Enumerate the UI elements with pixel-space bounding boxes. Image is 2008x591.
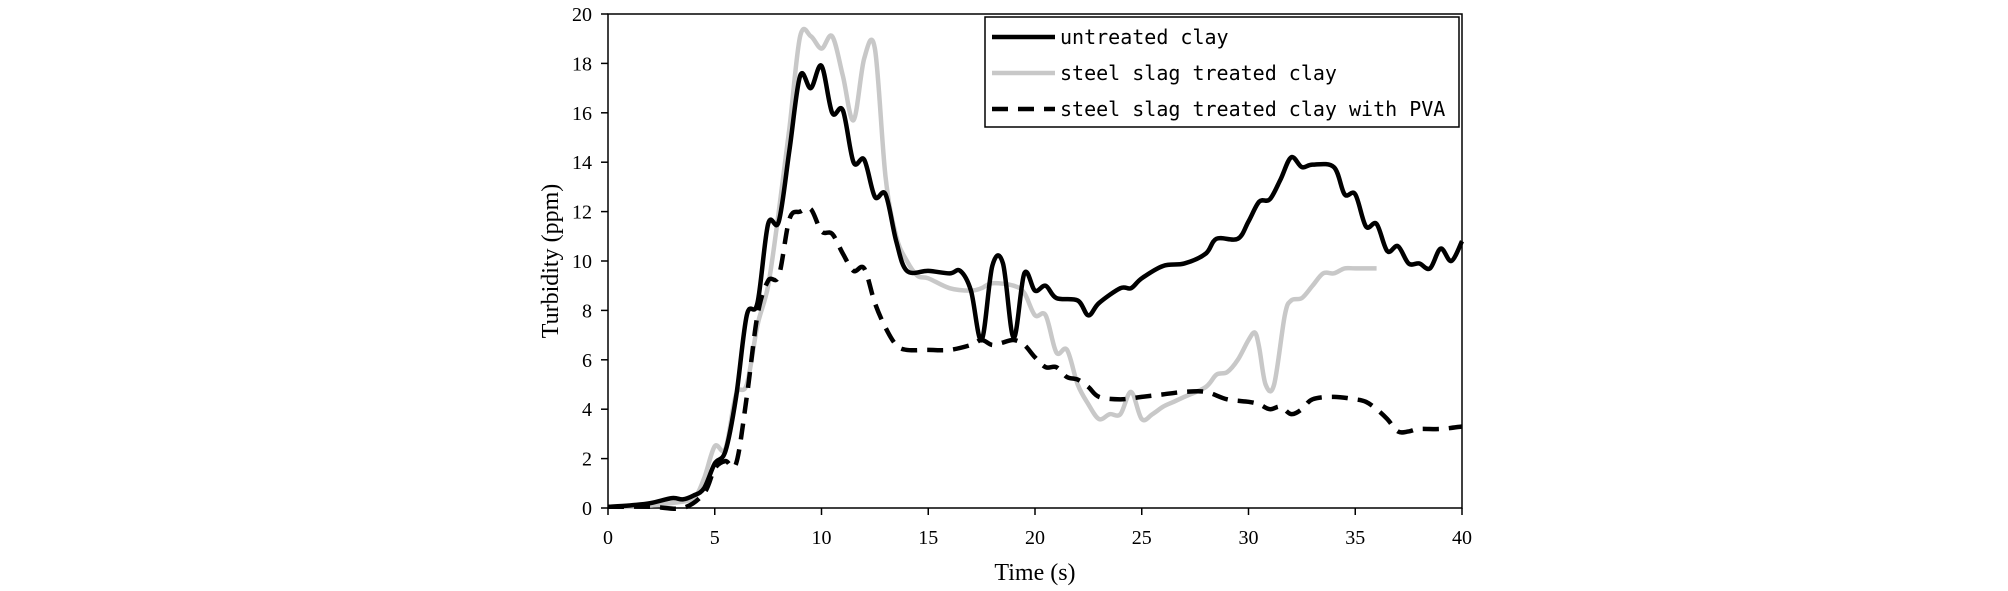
x-axis: 0 5 10 15 20 25 30 35 40	[603, 508, 1472, 549]
legend-label-steel-slag-treated-clay: steel slag treated clay	[1060, 61, 1337, 85]
series-line-untreated-clay	[607, 63, 1465, 510]
series-line-steel-slag-treated-clay-with-pva	[607, 205, 1463, 512]
series-lines	[607, 26, 1465, 512]
x-axis-title: Time (s)	[994, 560, 1075, 586]
y-axis: 0 2 4 6 8 10 12 14 16 18 20	[572, 4, 608, 520]
x-tick-label: 5	[710, 527, 720, 549]
legend-label-untreated-clay: untreated clay	[1060, 25, 1229, 49]
legend-label-steel-slag-treated-clay-with-pva: steel slag treated clay with PVA	[1060, 97, 1445, 121]
y-tick-label: 10	[572, 251, 592, 273]
y-tick-label: 2	[582, 449, 592, 471]
y-axis-title: Turbidity (ppm)	[538, 184, 564, 338]
y-tick-label: 4	[582, 399, 592, 421]
y-tick-label: 14	[572, 152, 592, 174]
x-tick-label: 35	[1345, 527, 1365, 549]
x-tick-label: 25	[1132, 527, 1152, 549]
x-tick-label: 15	[918, 527, 938, 549]
y-tick-label: 0	[582, 498, 592, 520]
y-tick-label: 6	[582, 350, 592, 372]
legend-box	[984, 16, 1460, 128]
x-tick-label: 10	[812, 527, 832, 549]
y-tick-label: 8	[582, 300, 592, 322]
x-tick-label: 40	[1452, 527, 1472, 549]
y-tick-label: 12	[572, 202, 592, 224]
x-tick-label: 20	[1025, 527, 1045, 549]
y-tick-label: 18	[572, 53, 592, 75]
y-tick-label: 16	[572, 103, 592, 125]
legend: untreated clay steel slag treated clay s…	[984, 16, 1460, 128]
x-tick-label: 0	[603, 527, 613, 549]
x-tick-label: 30	[1239, 527, 1259, 549]
y-tick-label: 20	[572, 4, 592, 26]
